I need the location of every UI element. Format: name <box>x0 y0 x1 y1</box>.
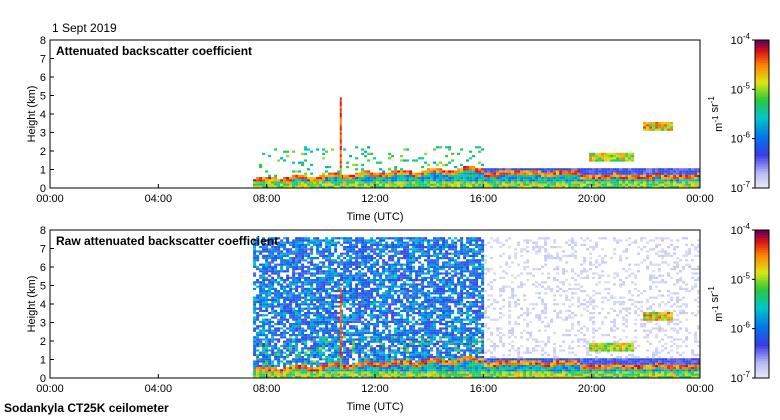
y-tick-label: 4 <box>40 299 46 311</box>
y-tick-label: 3 <box>40 128 46 140</box>
y-tick-label: 2 <box>40 146 46 158</box>
x-tick-label: 08:00 <box>253 383 281 395</box>
y-tick-label: 1 <box>40 165 46 177</box>
y-tick-label: 6 <box>40 262 46 274</box>
x-tick-label: 00:00 <box>36 383 64 395</box>
colorbar-label: m-1 sr-1 <box>707 96 725 132</box>
colorbar: 10-7 10-6 10-5 10-4 m-1 sr-1 <box>707 222 770 385</box>
y-tick-label: 1 <box>40 355 46 367</box>
y-tick-label: 5 <box>40 281 46 293</box>
colorbar: 10-7 10-6 10-5 10-4 m-1 sr-1 <box>707 32 770 195</box>
y-tick-label: 0 <box>40 183 46 195</box>
x-tick-label: 16:00 <box>470 193 498 205</box>
x-axis-label: Time (UTC) <box>346 211 403 223</box>
y-tick-label: 2 <box>40 336 46 348</box>
x-axis-label: Time (UTC) <box>346 401 403 413</box>
plot-area <box>50 40 700 188</box>
colorbar-tick-label: 10-5 <box>731 81 751 96</box>
colorbar-label: m-1 sr-1 <box>707 286 725 322</box>
panel-title: Raw attenuated backscatter coefficient <box>56 234 278 248</box>
panel-2: 0 1 2 3 4 5 6 7 8 00:00 04:00 08:00 12:00 16:00 20:00 0… <box>26 222 770 413</box>
y-tick-label: 6 <box>40 72 46 84</box>
x-tick-label: 04:00 <box>145 383 173 395</box>
x-tick-label: 20:00 <box>578 383 606 395</box>
x-tick-label: 00:00 <box>36 193 64 205</box>
colorbar-border <box>754 229 770 379</box>
colorbar-tick-label: 10-7 <box>731 370 751 385</box>
x-tick-label: 20:00 <box>578 193 606 205</box>
y-tick-label: 4 <box>40 109 46 121</box>
y-tick-label: 0 <box>40 373 46 385</box>
colorbar-tick-label: 10-7 <box>731 180 751 195</box>
x-tick-label: 00:00 <box>686 383 714 395</box>
x-tick-label: 12:00 <box>361 383 389 395</box>
x-tick-label: 00:00 <box>686 193 714 205</box>
heatmap-cells <box>253 237 701 378</box>
y-tick-label: 5 <box>40 91 46 103</box>
heatmap-cells <box>253 97 701 188</box>
x-tick-label: 08:00 <box>253 193 281 205</box>
colorbar-tick-label: 10-5 <box>731 271 751 286</box>
footer-label: Sodankyla CT25K ceilometer <box>4 401 169 415</box>
colorbar-tick-label: 10-6 <box>731 131 751 146</box>
colorbar-tick-label: 10-6 <box>731 321 751 336</box>
x-tick-label: 04:00 <box>145 193 173 205</box>
y-axis-label: Height (km) <box>26 86 38 143</box>
y-tick-label: 7 <box>40 54 46 66</box>
y-axis-label: Height (km) <box>26 276 38 333</box>
colorbar-tick-label: 10-4 <box>731 32 751 47</box>
x-tick-label: 12:00 <box>361 193 389 205</box>
panel-1: 0 1 2 3 4 5 6 7 8 00:00 04:00 08:00 12:00 16:00 20:00 0… <box>26 32 770 223</box>
y-tick-label: 8 <box>40 35 46 47</box>
y-tick-label: 7 <box>40 244 46 256</box>
y-tick-label: 8 <box>40 225 46 237</box>
panel-title: Attenuated backscatter coefficient <box>56 44 252 58</box>
colorbar-border <box>754 39 770 189</box>
date-label: 1 Sept 2019 <box>52 21 117 35</box>
y-tick-label: 3 <box>40 318 46 330</box>
x-tick-label: 16:00 <box>470 383 498 395</box>
colorbar-tick-label: 10-4 <box>731 222 751 237</box>
